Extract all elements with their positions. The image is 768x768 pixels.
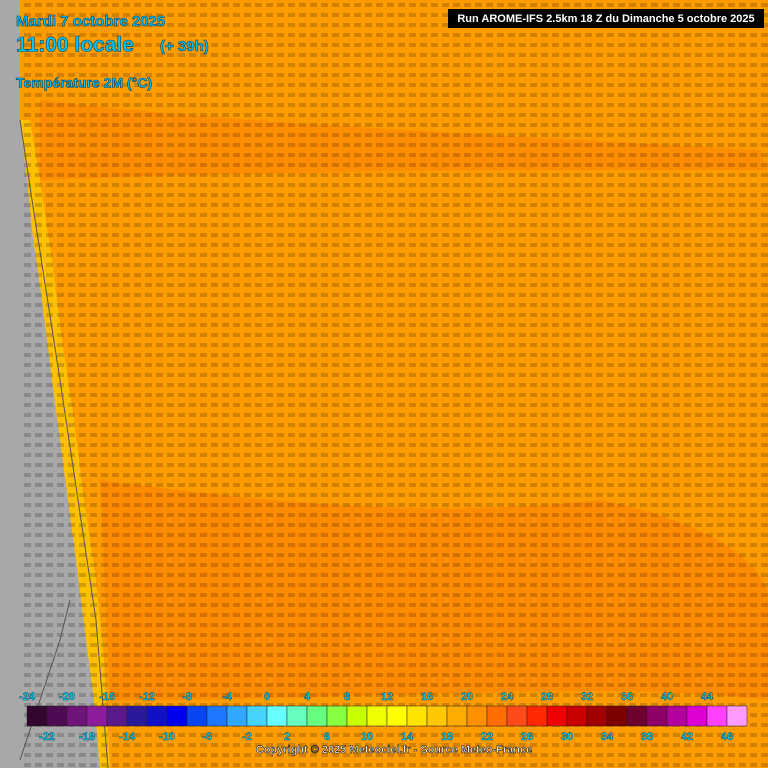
legend-label: 30	[561, 731, 573, 743]
coastline	[19, 119, 109, 768]
legend-label: -12	[139, 691, 155, 703]
color-swatch	[226, 705, 248, 727]
legend-label: 2	[284, 731, 290, 743]
date: Mardi 7 octobre 2025	[16, 13, 165, 30]
color-swatch	[686, 705, 708, 727]
legend-label: 28	[541, 691, 553, 703]
legend-label: 12	[381, 691, 393, 703]
color-swatch	[406, 705, 428, 727]
legend-label: 42	[681, 731, 693, 743]
legend-label: 8	[344, 691, 350, 703]
border	[19, 599, 71, 761]
parameter: Température 2M (°C)	[16, 75, 152, 91]
color-swatch	[106, 705, 128, 727]
color-swatch	[286, 705, 308, 727]
color-swatch	[446, 705, 468, 727]
color-swatch	[166, 705, 188, 727]
color-swatch	[206, 705, 228, 727]
color-swatch	[126, 705, 148, 727]
color-swatch	[426, 705, 448, 727]
lead-time: (+ 39h)	[160, 38, 209, 55]
color-swatch	[486, 705, 508, 727]
color-swatch	[46, 705, 68, 727]
legend-label: -20	[59, 691, 75, 703]
color-swatch	[66, 705, 88, 727]
color-swatch	[586, 705, 608, 727]
color-swatch	[86, 705, 108, 727]
legend-label: 6	[324, 731, 330, 743]
color-swatch	[646, 705, 668, 727]
legend-label: -10	[159, 731, 175, 743]
legend-label: -4	[222, 691, 233, 703]
legend-label: 18	[441, 731, 453, 743]
color-swatch	[366, 705, 388, 727]
legend-label: 24	[501, 691, 514, 703]
legend-label: -22	[39, 731, 55, 743]
legend-label: 16	[421, 691, 433, 703]
legend-label: 10	[361, 731, 373, 743]
legend-label: 34	[601, 731, 614, 743]
value-grid	[20, 0, 768, 768]
color-swatch	[246, 705, 268, 727]
legend-label: -2	[242, 731, 252, 743]
time: 11:00 locale	[16, 34, 134, 57]
legend-label: 44	[701, 691, 714, 703]
legend-label: 46	[721, 731, 733, 743]
color-swatch	[346, 705, 368, 727]
color-swatch	[526, 705, 548, 727]
legend-label: 26	[521, 731, 533, 743]
legend-label: 38	[641, 731, 653, 743]
copyright: Copyright © 2025 Meteociel.fr - Source M…	[256, 744, 532, 756]
run-box	[448, 9, 764, 28]
legend-label: 14	[401, 731, 414, 743]
color-swatch	[566, 705, 588, 727]
legend-label: 0	[264, 691, 270, 703]
legend-label: 4	[304, 691, 311, 703]
color-swatch	[26, 705, 48, 727]
color-swatch	[186, 705, 208, 727]
legend: -24 -20 -16 -12 -8 -4 0 4 8 12 16 20 24 28 32 36 40 44-22…	[19, 691, 748, 743]
color-swatch	[546, 705, 568, 727]
legend-label: -6	[202, 731, 212, 743]
color-swatch	[726, 705, 748, 727]
legend-label: -24	[19, 691, 36, 703]
color-swatch	[466, 705, 488, 727]
color-swatch	[306, 705, 328, 727]
color-swatch	[266, 705, 288, 727]
color-swatch	[666, 705, 688, 727]
color-swatch	[326, 705, 348, 727]
color-swatch	[626, 705, 648, 727]
color-swatch	[506, 705, 528, 727]
color-swatch	[386, 705, 408, 727]
legend-label: 22	[481, 731, 493, 743]
legend-label: -8	[182, 691, 192, 703]
legend-label: -16	[99, 691, 115, 703]
color-swatch	[706, 705, 728, 727]
legend-label: 32	[581, 691, 593, 703]
legend-label: 36	[621, 691, 633, 703]
legend-label: -18	[79, 731, 95, 743]
color-swatch	[146, 705, 168, 727]
legend-label: -14	[119, 731, 136, 743]
legend-label: 20	[461, 691, 473, 703]
run-info: Run AROME-IFS 2.5km 18 Z du Dimanche 5 o…	[457, 13, 754, 25]
color-swatch	[606, 705, 628, 727]
legend-label: 40	[661, 691, 673, 703]
